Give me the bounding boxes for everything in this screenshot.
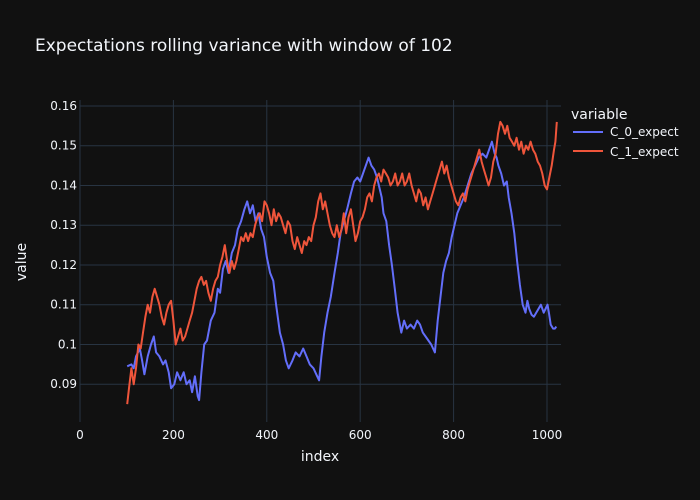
series-line-c-0-expect[interactable] [126, 140, 558, 402]
y-tick-label: 0.09 [50, 377, 77, 391]
y-tick-label: 0.12 [50, 258, 77, 272]
y-tick-label: 0.13 [50, 218, 77, 232]
legend-title: variable [571, 107, 627, 123]
y-tick-label: 0.14 [50, 178, 77, 192]
y-tick-label: 0.11 [50, 298, 77, 312]
x-tick-label: 200 [162, 428, 185, 442]
legend[interactable]: variable C_0_expect C_1_expect [571, 107, 679, 159]
legend-label-c0: C_0_expect [610, 125, 679, 139]
y-tick-label: 0.16 [50, 99, 77, 113]
x-tick-label: 1000 [532, 428, 563, 442]
x-tick-label: 600 [349, 428, 372, 442]
y-tick-label: 0.1 [58, 337, 77, 351]
x-tick-label: 400 [255, 428, 278, 442]
y-axis-title: value [14, 243, 30, 281]
y-axis-ticks: 0.09 0.1 0.11 0.12 0.13 0.14 0.15 0.16 [50, 99, 77, 391]
y-tick-label: 0.15 [50, 139, 77, 153]
x-axis-ticks: 0 200 400 600 800 1000 [76, 428, 562, 442]
x-axis-title: index [301, 449, 339, 465]
gridlines [79, 100, 561, 422]
legend-label-c1: C_1_expect [610, 145, 679, 159]
series-layer [126, 120, 558, 405]
x-tick-label: 0 [76, 428, 84, 442]
legend-item-c0[interactable]: C_0_expect [573, 125, 679, 139]
series-line-c-1-expect[interactable] [126, 120, 558, 405]
x-tick-label: 800 [442, 428, 465, 442]
legend-item-c1[interactable]: C_1_expect [573, 145, 679, 159]
chart-title: Expectations rolling variance with windo… [35, 36, 453, 56]
